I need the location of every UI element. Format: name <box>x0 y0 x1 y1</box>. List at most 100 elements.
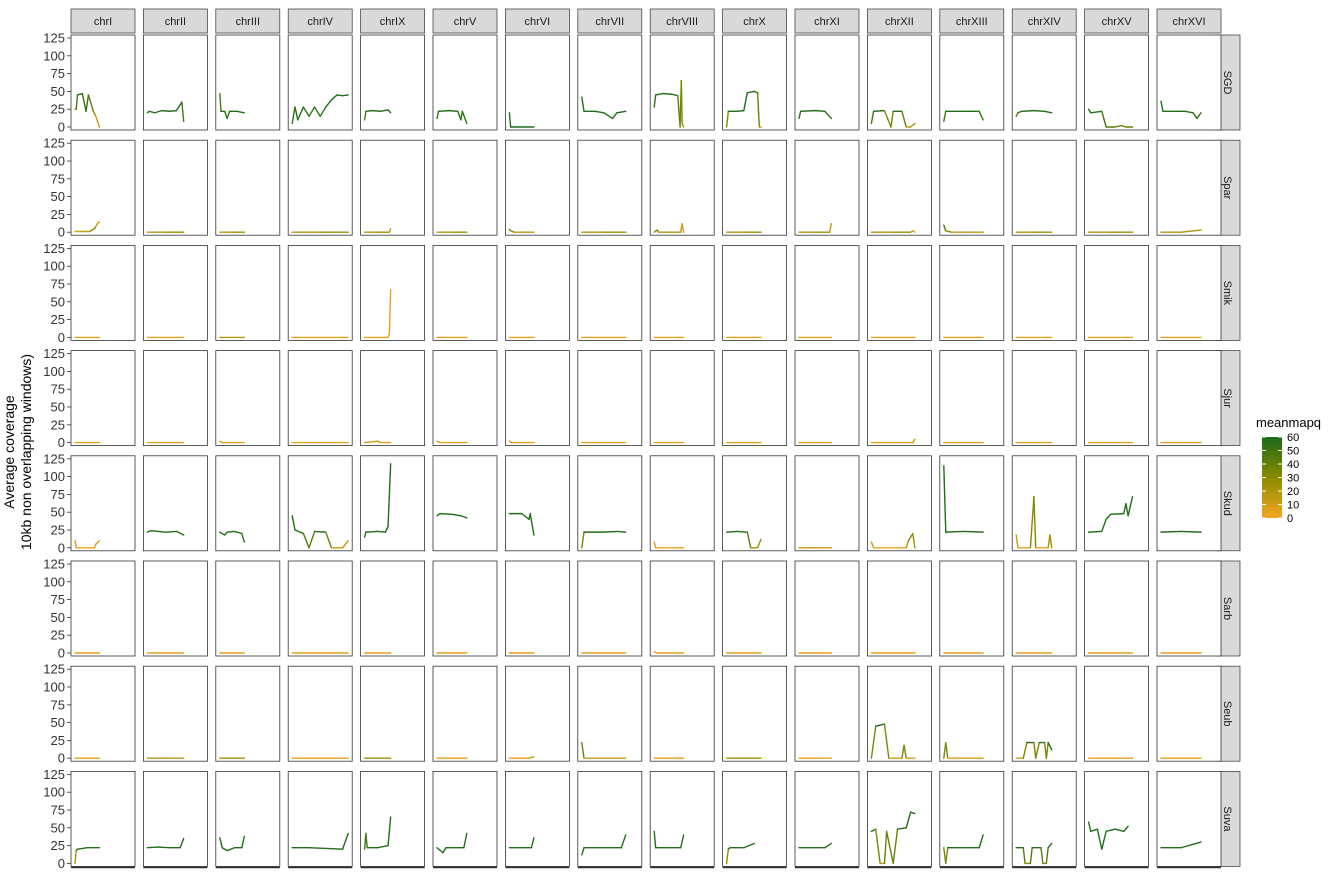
y-tick-label: 0 <box>58 646 65 661</box>
coverage-line-segment <box>1022 847 1026 865</box>
coverage-line-segment <box>799 109 816 113</box>
coverage-line-segment <box>870 725 877 759</box>
strip-chrI <box>70 8 136 34</box>
panel-SGD-chrXV <box>1084 34 1149 131</box>
coverage-line-segment <box>1029 847 1033 865</box>
strip-label-chrXIII: chrXIII <box>956 16 988 28</box>
coverage-line-segment <box>451 513 462 517</box>
y-tick-label: 125 <box>43 662 65 677</box>
y-tick-label: 75 <box>51 487 65 502</box>
coverage-line-segment <box>746 531 752 549</box>
coverage-line-segment <box>341 94 349 97</box>
strip-chrX <box>722 8 787 34</box>
y-axis-title-line-1: Average coverage <box>1 395 17 509</box>
y-tick-label: 25 <box>51 207 65 222</box>
legend-tick-label: 60 <box>1287 432 1299 444</box>
coverage-line-segment <box>376 844 389 849</box>
coverage-line-segment <box>379 109 389 113</box>
coverage-line-segment <box>1087 821 1092 833</box>
coverage-line-segment <box>387 816 392 847</box>
panel-Sjur-chrVIII <box>649 350 715 447</box>
panel-Skud-chrXII <box>867 455 932 552</box>
panel-Skud-chrV <box>432 455 498 552</box>
strip-chrXV <box>1084 8 1149 34</box>
y-tick-label: 25 <box>51 312 65 327</box>
coverage-line-segment <box>1160 100 1164 113</box>
y-tick-label: 100 <box>43 680 65 695</box>
column-strips: chrI chrII chrIII chrIV chrIX chrV chrVI chrVII… <box>70 8 1222 34</box>
coverage-line-segment <box>746 90 755 94</box>
coverage-line-segment <box>1087 530 1103 533</box>
coverage-line-segment <box>875 828 881 865</box>
coverage-line-segment <box>907 532 914 542</box>
coverage-line-segment <box>903 744 907 759</box>
coverage-line-segment <box>313 530 327 533</box>
coverage-line-segment <box>654 92 664 96</box>
y-tick-label: 50 <box>51 84 65 99</box>
coverage-line-segment <box>896 827 907 830</box>
coverage-line-segment <box>1101 830 1107 850</box>
panel-Smik-chrI <box>70 244 136 341</box>
panel-Sjur-chrIII <box>215 350 281 447</box>
strip-label-chrVI: chrVI <box>525 16 551 28</box>
coverage-line-segment <box>1184 110 1194 114</box>
panel-Sarb-chrII <box>142 560 208 657</box>
coverage-line-segment <box>175 101 183 112</box>
y-tick-label: 100 <box>43 469 65 484</box>
y-tick-label: 100 <box>43 574 65 589</box>
legend-tick-label: 10 <box>1287 500 1299 512</box>
strip-chrIX <box>360 8 425 34</box>
coverage-line-segment <box>85 94 90 113</box>
y-tick-label: 25 <box>51 417 65 432</box>
coverage-line-segment <box>461 110 468 125</box>
coverage-line-segment <box>75 94 79 110</box>
coverage-line-segment <box>736 109 745 113</box>
panel-Skud-chrIX <box>360 455 426 552</box>
coverage-line-segment <box>1180 229 1202 233</box>
panel-Smik-chrX <box>722 244 787 341</box>
panel-Sjur-chrXI <box>794 350 860 447</box>
y-tick-label: 0 <box>58 120 65 135</box>
coverage-line-segment <box>87 94 95 113</box>
coverage-line-segment <box>463 832 468 849</box>
coverage-line-segment <box>1105 828 1116 833</box>
strip-chrVIII <box>649 8 715 34</box>
y-axes: 0255075100125025507510012502550751001250… <box>43 31 71 871</box>
coverage-line-segment <box>1090 828 1099 833</box>
coverage-line-segment <box>336 94 344 97</box>
panel-Sarb-chrI <box>70 560 136 657</box>
panel-Smik-chrVII <box>577 244 643 341</box>
panel-Sjur-chrII <box>142 350 208 447</box>
panel-Sarb-chrVIII <box>649 560 715 657</box>
coverage-line-segment <box>365 109 374 113</box>
coverage-line-segment <box>945 847 949 865</box>
coverage-line-segment <box>653 830 657 849</box>
coverage-line-segment <box>148 110 156 114</box>
panel-SGD-chrX <box>722 34 787 131</box>
strip-label-Smik: Smik <box>1221 281 1233 306</box>
y-tick-label: 25 <box>51 628 65 643</box>
coverage-line-segment <box>909 122 916 128</box>
coverage-line-segment <box>901 110 907 128</box>
strip-label-chrVII: chrVII <box>595 16 624 28</box>
y-tick-label: 125 <box>43 241 65 256</box>
panel-Sjur-chrXIII <box>939 350 1005 447</box>
panel-Sjur-chrI <box>70 350 136 447</box>
coverage-line-segment <box>1101 518 1107 533</box>
y-tick-label: 75 <box>51 382 65 397</box>
coverage-line-segment <box>756 538 762 549</box>
coverage-line-segment <box>157 846 170 849</box>
coverage-line-segment <box>814 109 826 113</box>
panel-Skud-chrVI <box>504 455 570 552</box>
coverage-line-segment <box>313 106 321 118</box>
panel-SGD-chrXIII <box>939 34 1005 131</box>
panel-SGD-chrXVI <box>1156 34 1222 131</box>
panel-Spar-chrXIV <box>1011 139 1077 236</box>
strip-chrVI <box>505 8 570 34</box>
y-tick-label: 100 <box>43 154 65 169</box>
panel-Smik-chrIII <box>215 244 281 341</box>
panel-Spar-chrI <box>70 139 136 236</box>
panel-Suva-chrXV <box>1084 771 1149 867</box>
coverage-line-segment <box>681 222 685 233</box>
coverage-line-segment <box>943 465 947 533</box>
